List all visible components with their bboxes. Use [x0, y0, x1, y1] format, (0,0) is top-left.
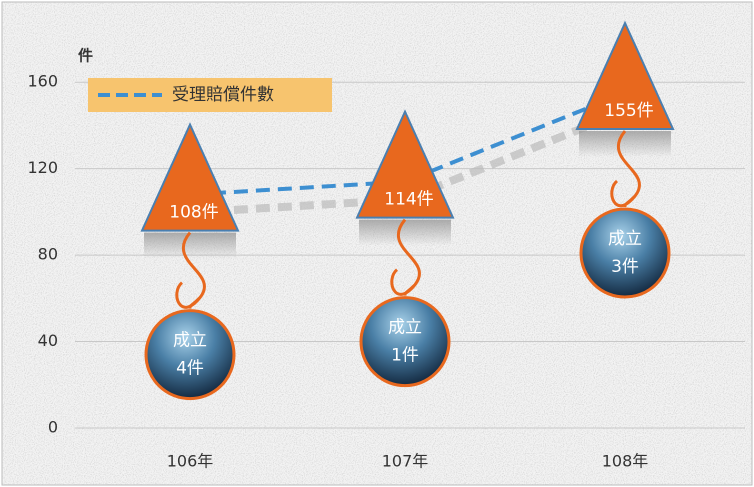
- annotation-circle: [579, 207, 671, 299]
- annotation-circle: [144, 309, 236, 401]
- connector: [175, 231, 206, 309]
- y-tick-label: 120: [27, 158, 58, 177]
- y-tick-label: 0: [48, 418, 58, 437]
- legend-label: 受理賠償件數: [172, 85, 274, 105]
- legend-box: [88, 78, 332, 112]
- line-shadow: [189, 107, 627, 217]
- y-tick-label: 160: [27, 72, 58, 91]
- annotation-title: 成立: [173, 331, 207, 351]
- marker: [355, 109, 455, 219]
- y-tick-label: 40: [38, 331, 58, 350]
- data-label: 108件: [169, 203, 218, 223]
- x-tick-label: 107年: [382, 452, 429, 471]
- annotation-count: 1件: [391, 346, 419, 366]
- series-line: [189, 91, 626, 197]
- annotation-count: 3件: [611, 257, 639, 277]
- y-tick-label: 80: [38, 245, 58, 264]
- annotation-count: 4件: [176, 359, 204, 379]
- marker-shadow: [359, 219, 451, 246]
- connector: [610, 130, 641, 208]
- marker: [575, 20, 675, 131]
- annotation-title: 成立: [608, 229, 642, 249]
- connector: [390, 218, 421, 296]
- marker: [140, 122, 240, 232]
- data-label: 155件: [604, 101, 653, 121]
- annotation-circle: [359, 296, 451, 388]
- annotation-title: 成立: [388, 318, 422, 338]
- marker-shadow: [579, 131, 671, 158]
- x-tick-label: 108年: [602, 452, 649, 471]
- y-axis-label: 件: [78, 47, 93, 65]
- marker-shadow: [144, 232, 236, 259]
- data-label: 114件: [384, 190, 433, 210]
- x-tick-label: 106年: [167, 452, 214, 471]
